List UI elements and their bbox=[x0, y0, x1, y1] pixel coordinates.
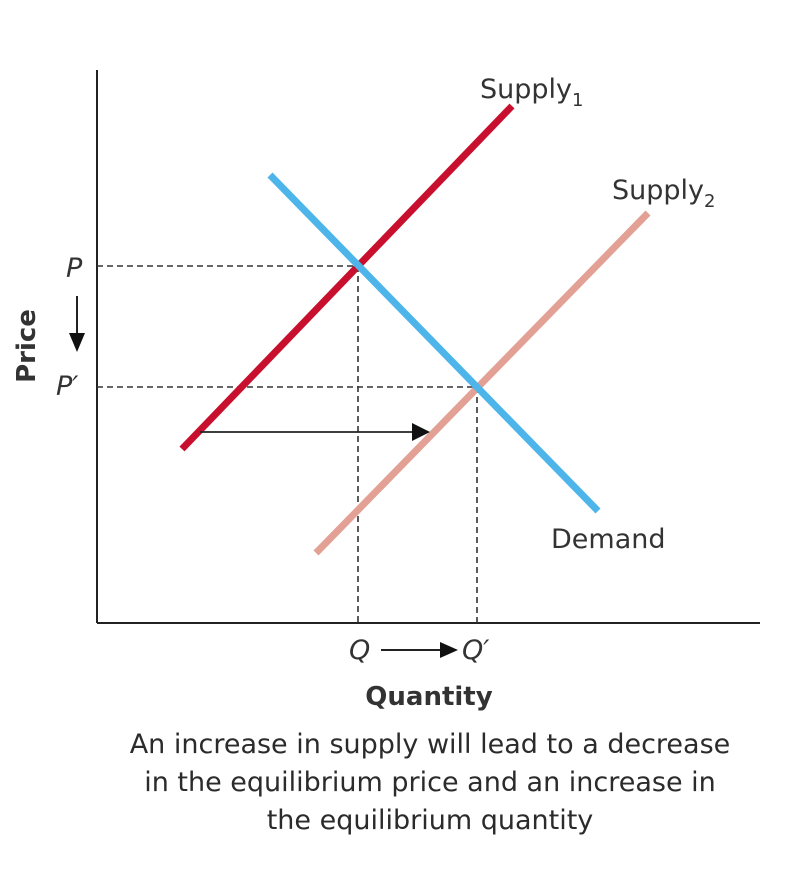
p-prime-label: P′ bbox=[56, 371, 78, 402]
supply1-label-subscript: 1 bbox=[572, 90, 583, 111]
demand-curve bbox=[267, 172, 601, 514]
supply1-label: Supply1 bbox=[480, 74, 583, 111]
supply2-label: Supply2 bbox=[612, 175, 715, 212]
supply1-label-base: Supply bbox=[480, 74, 572, 105]
quantity-increase-arrowhead bbox=[440, 642, 458, 658]
q-prime-label: Q′ bbox=[462, 635, 489, 666]
supply2-label-subscript: 2 bbox=[704, 191, 715, 212]
q-label: Q bbox=[349, 635, 370, 666]
supply-shift-arrowhead bbox=[412, 423, 430, 441]
supply2-label-base: Supply bbox=[612, 175, 704, 206]
p-label: P bbox=[66, 253, 83, 284]
supply2-curve bbox=[313, 210, 651, 556]
caption: An increase in supply will lead to a dec… bbox=[129, 729, 731, 836]
x-axis-title: Quantity bbox=[365, 682, 492, 712]
y-axis-title: Price bbox=[12, 309, 42, 383]
price-decrease-arrowhead bbox=[69, 333, 85, 352]
demand-label: Demand bbox=[551, 524, 666, 555]
supply1-curve bbox=[179, 103, 515, 452]
